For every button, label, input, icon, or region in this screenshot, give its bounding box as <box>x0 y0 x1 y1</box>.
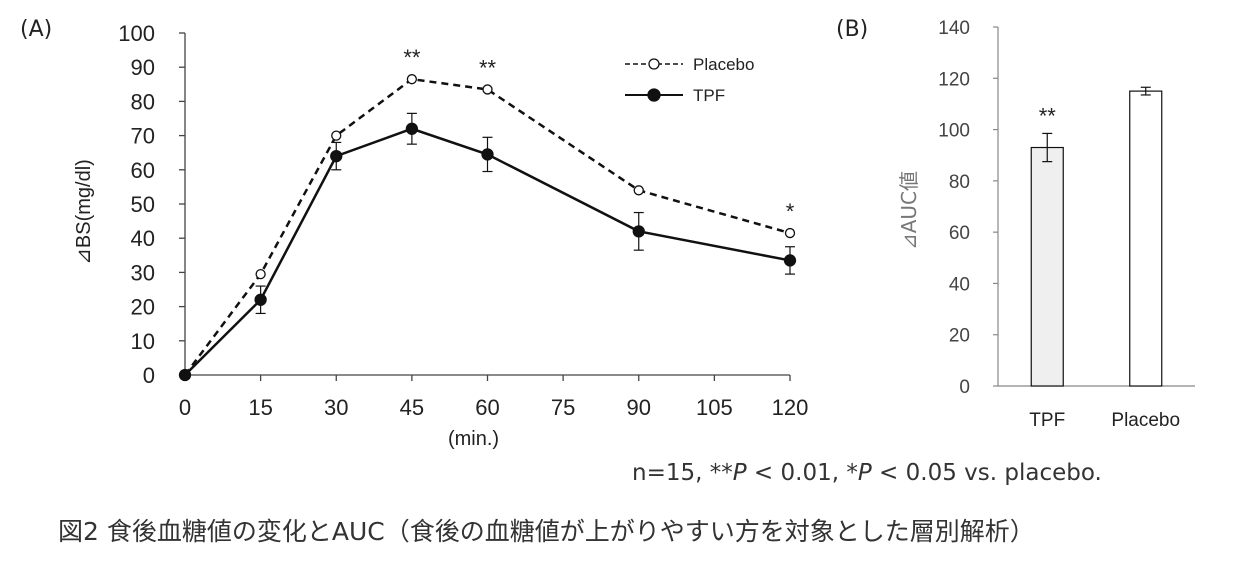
data-point-tpf <box>178 368 192 382</box>
x-tick-label-a: 45 <box>400 395 424 420</box>
y-tick-label-a: 50 <box>131 192 155 217</box>
panel-label-b: (B) <box>836 17 868 42</box>
data-point-placebo <box>406 74 418 85</box>
category-label-placebo: Placebo <box>1111 410 1180 431</box>
data-point-placebo <box>482 84 493 95</box>
y-tick-label-b: 20 <box>949 326 970 347</box>
series-line-placebo <box>183 77 791 376</box>
legend-label-tpf: TPF <box>693 86 725 105</box>
y-tick-label-a: 30 <box>131 260 155 285</box>
y-tick-label-a: 70 <box>131 124 155 149</box>
y-tick-label-a: 80 <box>131 89 155 114</box>
y-tick-label-a: 40 <box>131 226 155 251</box>
significance-marker-a: ** <box>403 45 421 70</box>
significance-marker-a: ** <box>479 55 497 80</box>
footnote: n=15, **P < 0.01, *P < 0.05 vs. placebo. <box>632 460 1102 486</box>
panel-label-a: (A) <box>20 17 52 42</box>
y-tick-label-b: 100 <box>938 121 970 142</box>
y-axis-title-a: ⊿BS(mg/dl) <box>73 159 95 265</box>
y-tick-label-a: 0 <box>143 363 155 388</box>
y-tick-label-a: 10 <box>131 329 155 354</box>
legend-marker-tpf <box>647 88 661 102</box>
footnote-p-symbol-1: P <box>732 460 747 486</box>
data-point-tpf <box>783 254 797 267</box>
footnote-prefix: n=15, ** <box>632 460 733 486</box>
x-tick-label-a: 60 <box>475 395 499 420</box>
x-tick-label-a: 15 <box>248 395 272 420</box>
y-tick-label-b: 0 <box>959 377 970 398</box>
y-axis-title-b: ⊿AUC値 <box>897 171 921 250</box>
x-tick-label-a: 30 <box>324 395 348 420</box>
data-point-tpf <box>330 149 343 163</box>
y-tick-label-a: 90 <box>131 55 155 80</box>
y-tick-label-a: 60 <box>131 158 155 183</box>
data-point-tpf <box>254 293 267 306</box>
y-tick-label-b: 140 <box>938 18 970 39</box>
bar-tpf <box>1030 146 1064 387</box>
y-tick-label-a: 100 <box>118 21 155 46</box>
legend-label-placebo: Placebo <box>693 55 754 74</box>
data-point-placebo <box>331 130 342 141</box>
y-tick-label-b: 80 <box>949 172 970 193</box>
x-tick-label-a: 105 <box>696 395 733 420</box>
y-tick-label-a: 20 <box>131 295 155 320</box>
data-point-tpf <box>405 122 419 135</box>
footnote-suffix: < 0.05 vs. placebo. <box>871 460 1102 486</box>
data-point-placebo <box>255 268 266 280</box>
x-tick-label-a: 120 <box>772 395 809 420</box>
y-tick-label-b: 60 <box>949 223 970 244</box>
legend-marker-placebo <box>648 58 660 70</box>
y-tick-label-b: 40 <box>949 274 970 295</box>
footnote-p-symbol-2: P <box>857 460 872 486</box>
x-tick-label-a: 75 <box>551 395 575 420</box>
x-tick-label-a: 90 <box>627 395 651 420</box>
bar-placebo <box>1129 90 1163 387</box>
data-point-tpf <box>632 225 645 238</box>
data-point-placebo <box>633 185 644 196</box>
figure-caption: 図2 食後血糖値の変化とAUC（食後の血糖値が上がりやすい方を対象とした層別解析… <box>58 517 1035 546</box>
x-axis-title-a: (min.) <box>448 428 499 450</box>
significance-marker-a: * <box>786 199 795 224</box>
significance-marker-b: ** <box>1039 103 1057 128</box>
category-label-tpf: TPF <box>1029 410 1065 431</box>
footnote-middle: < 0.01, * <box>746 460 858 486</box>
x-tick-label-a: 0 <box>179 395 191 420</box>
data-point-placebo <box>784 227 796 239</box>
data-point-tpf <box>481 148 494 161</box>
y-tick-label-b: 120 <box>938 69 970 90</box>
